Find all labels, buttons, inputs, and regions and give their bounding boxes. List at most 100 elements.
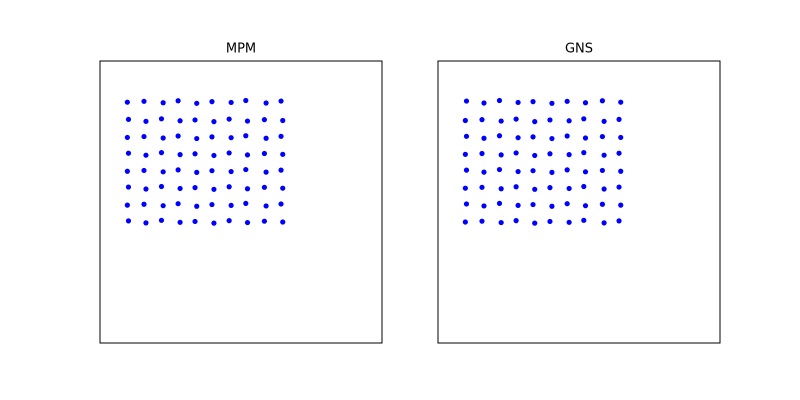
particle [599, 133, 606, 140]
particle [599, 201, 606, 207]
particle [209, 99, 215, 105]
particle [481, 169, 487, 175]
particle [226, 150, 232, 156]
particle [243, 97, 249, 104]
particle [582, 203, 589, 209]
particle [462, 151, 468, 157]
particle [547, 185, 553, 191]
particle [194, 135, 200, 142]
particle [209, 134, 215, 140]
particle [209, 168, 215, 174]
particle [228, 168, 234, 175]
particle [175, 133, 181, 139]
particle [278, 167, 284, 173]
particle [228, 202, 234, 208]
particle [280, 117, 286, 124]
particle [143, 118, 149, 124]
particle [194, 169, 200, 175]
particle [124, 168, 130, 174]
particle [582, 135, 589, 141]
particle [278, 133, 284, 139]
particle [194, 100, 200, 106]
particle [463, 98, 470, 104]
particle [481, 100, 487, 106]
particle [192, 151, 198, 157]
particle [601, 118, 607, 124]
particle [261, 184, 268, 190]
particle [261, 150, 268, 157]
particle [244, 152, 251, 158]
particle [532, 119, 538, 125]
particle [228, 135, 234, 141]
particle [158, 217, 165, 223]
particle [158, 116, 165, 122]
particle [192, 218, 198, 225]
particle [158, 183, 165, 190]
particle [261, 117, 268, 123]
particle [243, 166, 249, 173]
particle [226, 218, 232, 224]
particle [263, 169, 269, 175]
particle [549, 169, 555, 175]
particle [280, 185, 286, 191]
particle [124, 99, 130, 105]
particle [515, 99, 521, 106]
particle [143, 186, 149, 192]
plot-frame [437, 60, 721, 344]
particle [463, 201, 470, 207]
particle [124, 202, 130, 208]
particle [566, 118, 572, 124]
particle [479, 184, 485, 190]
particle [618, 168, 624, 174]
particle [547, 218, 553, 225]
particle [530, 168, 536, 174]
particle [479, 218, 485, 224]
particle [549, 203, 555, 209]
particle [496, 166, 503, 173]
particle [160, 100, 166, 106]
particle [177, 185, 183, 192]
particle [566, 219, 572, 225]
particle [141, 201, 147, 207]
particle [532, 220, 538, 226]
particle [125, 184, 132, 190]
particle [581, 150, 587, 156]
particle [513, 218, 519, 224]
particle [515, 168, 521, 175]
particle [616, 116, 622, 122]
particle [244, 219, 251, 226]
particle [158, 150, 165, 156]
particle [530, 134, 536, 140]
particle [530, 201, 536, 208]
particle [618, 99, 624, 105]
particle [462, 185, 468, 191]
particle [160, 135, 166, 141]
particle [177, 118, 183, 124]
particle [175, 98, 181, 104]
particle [125, 150, 132, 156]
particle [532, 186, 538, 192]
particle [125, 218, 132, 224]
particle [278, 201, 284, 207]
particle [515, 202, 521, 208]
particle [263, 203, 269, 209]
particle [280, 219, 286, 225]
particle [513, 184, 519, 190]
particle [125, 116, 132, 122]
particle [192, 117, 198, 123]
particle [177, 219, 183, 225]
particle [601, 220, 607, 226]
particle [618, 202, 624, 208]
particle [211, 119, 217, 125]
particle [566, 152, 572, 158]
particle [175, 201, 181, 207]
particle [479, 150, 485, 157]
particle [192, 185, 198, 191]
particle [141, 133, 147, 140]
particle [564, 201, 570, 207]
particle [498, 186, 504, 192]
particle [263, 100, 269, 106]
particle [481, 203, 487, 209]
particle [549, 100, 555, 106]
